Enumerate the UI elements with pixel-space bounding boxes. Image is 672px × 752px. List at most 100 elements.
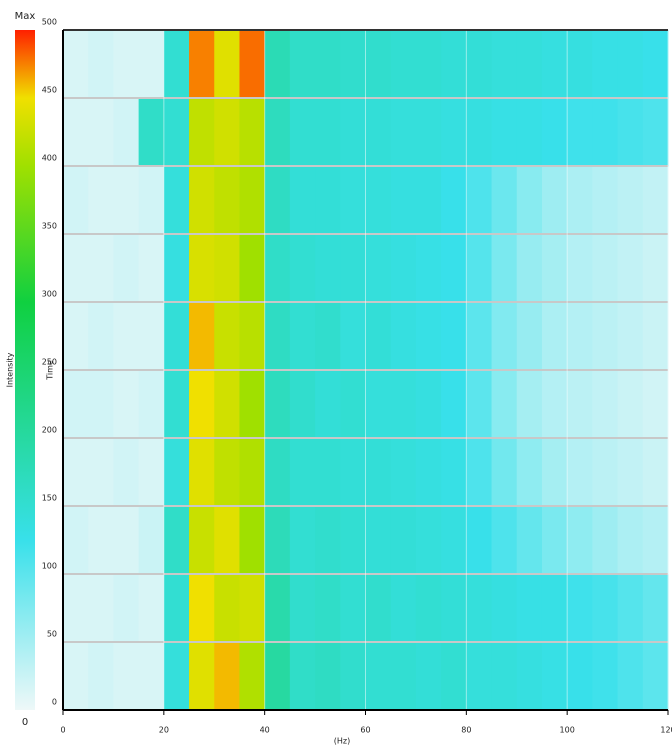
heatmap-cell	[88, 166, 114, 235]
heatmap-cell	[214, 98, 240, 167]
heatmap-cell	[340, 642, 366, 711]
heatmap-cell	[517, 574, 543, 643]
heatmap-cell	[366, 166, 392, 235]
y-tick-label: 100	[42, 562, 57, 571]
heatmap-cell	[315, 370, 341, 439]
heatmap-cell	[542, 506, 568, 575]
heatmap-cell	[63, 370, 89, 439]
heatmap-cell	[88, 30, 114, 99]
heatmap-cell	[391, 30, 417, 99]
heatmap-cell	[618, 574, 644, 643]
heatmap-cell	[265, 642, 291, 711]
heatmap-cell	[416, 98, 442, 167]
heatmap-cell	[618, 438, 644, 507]
heatmap-cell	[592, 30, 618, 99]
heatmap-cell	[189, 506, 215, 575]
heatmap-cell	[391, 302, 417, 371]
x-tick-label: 60	[360, 726, 370, 735]
heatmap-cell	[441, 642, 467, 711]
x-tick-label: 20	[159, 726, 169, 735]
heatmap-cell	[189, 30, 215, 99]
y-tick-label: 250	[42, 358, 57, 367]
heatmap-cell	[416, 438, 442, 507]
heatmap-cell	[340, 370, 366, 439]
colorbar	[15, 30, 35, 710]
heatmap-cell	[113, 438, 139, 507]
y-tick-label: 500	[42, 18, 57, 27]
heatmap-cell	[164, 30, 190, 99]
heatmap-cell	[643, 370, 669, 439]
heatmap-cell	[643, 302, 669, 371]
heatmap-cell	[592, 302, 618, 371]
heatmap-cell	[139, 506, 165, 575]
heatmap-cell	[63, 506, 89, 575]
heatmap-cell	[466, 370, 492, 439]
heatmap-cell	[214, 166, 240, 235]
heatmap-cell	[88, 370, 114, 439]
heatmap-cell	[592, 234, 618, 303]
heatmap-cell	[542, 98, 568, 167]
heatmap-cell	[492, 506, 518, 575]
heatmap-cell	[466, 302, 492, 371]
heatmap-cell	[139, 574, 165, 643]
heatmap-cell	[340, 438, 366, 507]
colorbar-label: Intensity	[6, 352, 15, 387]
heatmap-cell	[592, 166, 618, 235]
heatmap-cell	[214, 234, 240, 303]
heatmap-cell	[113, 642, 139, 711]
heatmap-cell	[441, 370, 467, 439]
heatmap-cell	[139, 30, 165, 99]
heatmap-cell	[618, 370, 644, 439]
heatmap-cell	[567, 642, 593, 711]
heatmap-cell	[592, 438, 618, 507]
heatmap-cell	[139, 438, 165, 507]
heatmap-cell	[441, 302, 467, 371]
heatmap-cell	[63, 98, 89, 167]
heatmap-cell	[618, 302, 644, 371]
heatmap-cell	[366, 234, 392, 303]
heatmap-cell	[214, 438, 240, 507]
heatmap-cell	[492, 30, 518, 99]
heatmap-cell	[441, 166, 467, 235]
heatmap-cell	[164, 574, 190, 643]
heatmap-cell	[113, 574, 139, 643]
heatmap-cell	[542, 574, 568, 643]
heatmap-cell	[542, 370, 568, 439]
heatmap-cell	[139, 166, 165, 235]
heatmap-cell	[290, 370, 316, 439]
heatmap-cell	[88, 574, 114, 643]
heatmap-cell	[643, 234, 669, 303]
heatmap-cell	[366, 370, 392, 439]
x-tick-label: 40	[260, 726, 270, 735]
heatmap-cell	[466, 506, 492, 575]
heatmap-cell	[239, 506, 265, 575]
heatmap-cell	[391, 370, 417, 439]
heatmap-cell	[517, 438, 543, 507]
heatmap-cell	[492, 574, 518, 643]
heatmap-cell	[214, 302, 240, 371]
heatmap-cell	[517, 234, 543, 303]
heatmap-cell	[265, 506, 291, 575]
heatmap-cell	[441, 574, 467, 643]
heatmap-cell	[416, 234, 442, 303]
heatmap-cell	[265, 438, 291, 507]
heatmap-cell	[164, 98, 190, 167]
heatmap-cell	[618, 642, 644, 711]
y-tick-label: 400	[42, 154, 57, 163]
y-tick-label: 350	[42, 222, 57, 231]
heatmap-cell	[315, 234, 341, 303]
heatmap-cell	[441, 98, 467, 167]
heatmap-cell	[391, 574, 417, 643]
heatmap-cell	[441, 234, 467, 303]
heatmap-cell	[113, 234, 139, 303]
heatmap-cell	[239, 302, 265, 371]
heatmap-cell	[315, 642, 341, 711]
y-tick-label: 200	[42, 426, 57, 435]
heatmap-cell	[340, 98, 366, 167]
heatmap-cell	[189, 370, 215, 439]
heatmap-cell	[592, 370, 618, 439]
heatmap-cell	[189, 574, 215, 643]
heatmap-cell	[366, 574, 392, 643]
x-tick-label: 120	[660, 726, 672, 735]
heatmap-cell	[164, 370, 190, 439]
